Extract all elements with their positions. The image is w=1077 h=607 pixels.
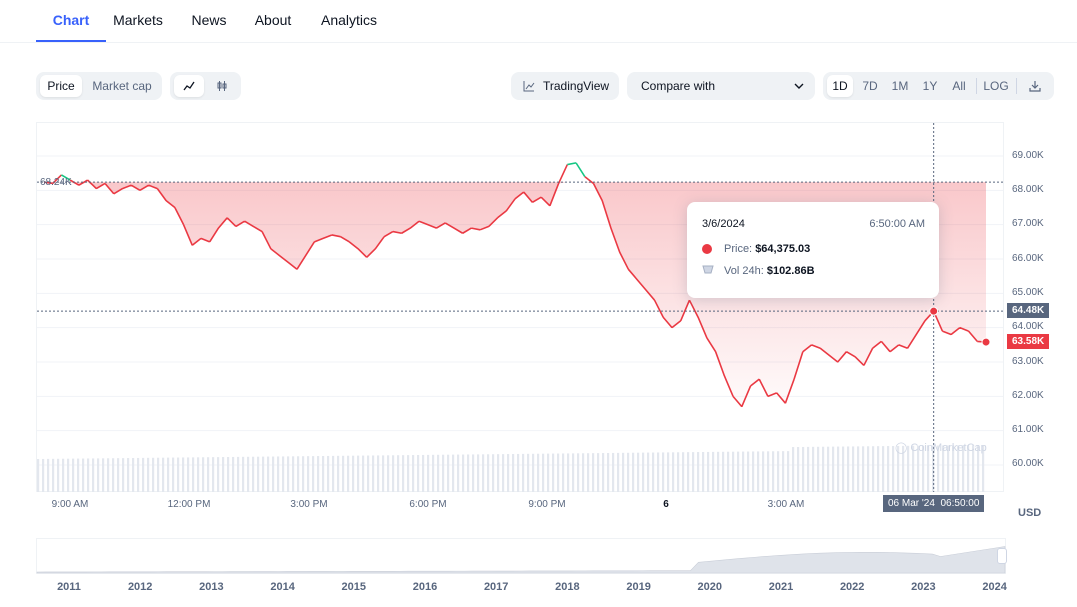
log-button[interactable]: LOG — [983, 79, 1009, 93]
volume-icon — [702, 265, 714, 274]
hover-date-tag: 06 Mar '24 06:50:00 — [883, 495, 985, 512]
price-chart[interactable] — [36, 122, 1004, 492]
tab-chart[interactable]: Chart — [36, 12, 106, 42]
x-tick: 3:00 PM — [290, 499, 328, 510]
range-toggle: 1D 7D 1M 1Y All LOG — [823, 72, 1054, 100]
price-tooltip: 3/6/2024 6:50:00 AM Price: $64,375.03 Vo… — [687, 202, 939, 298]
hover-price-tag: 64.48K — [1007, 303, 1050, 318]
divider — [976, 78, 977, 94]
range-1m[interactable]: 1M — [891, 79, 909, 93]
overview-navigator[interactable] — [36, 538, 1006, 574]
chevron-down-icon — [794, 83, 804, 89]
line-chart-button[interactable] — [174, 75, 204, 97]
tab-news[interactable]: News — [191, 12, 227, 28]
tradingview-label: TradingView — [543, 79, 610, 93]
x-tick: 6 — [663, 499, 669, 510]
download-icon — [1029, 81, 1041, 92]
y-tick: 60.00K — [1012, 458, 1044, 469]
year-label: 2011 — [57, 581, 81, 593]
tab-bar: Chart Markets News About Analytics — [0, 0, 1077, 43]
year-label: 2023 — [911, 581, 936, 593]
year-label: 2015 — [341, 581, 367, 593]
compare-label: Compare with — [641, 79, 716, 93]
year-label: 2016 — [412, 581, 438, 593]
tab-analytics[interactable]: Analytics — [320, 12, 378, 28]
year-label: 2021 — [768, 581, 794, 593]
range-all[interactable]: All — [952, 79, 966, 93]
range-1y[interactable]: 1Y — [922, 79, 938, 93]
x-tick: 9:00 AM — [51, 499, 89, 510]
year-label: 2013 — [199, 581, 224, 593]
tooltip-date: 3/6/2024 — [702, 218, 745, 230]
tooltip-price: Price: $64,375.03 — [724, 243, 811, 255]
year-label: 2017 — [483, 581, 509, 593]
year-label: 2022 — [839, 581, 865, 593]
y-tick: 61.00K — [1012, 424, 1044, 435]
y-tick: 68.00K — [1012, 184, 1044, 195]
y-tick: 69.00K — [1012, 150, 1044, 161]
open-price-label: 68.24K — [40, 177, 72, 188]
tooltip-time: 6:50:00 AM — [869, 218, 925, 230]
tooltip-volume: Vol 24h: $102.86B — [724, 265, 815, 277]
currency-label: USD — [1018, 507, 1042, 519]
y-tick: 63.00K — [1012, 356, 1044, 367]
candle-chart-button[interactable] — [207, 75, 237, 97]
year-label: 2014 — [270, 581, 295, 593]
tab-markets[interactable]: Markets — [113, 12, 163, 28]
tradingview-button[interactable]: TradingView — [511, 72, 619, 100]
download-button[interactable] — [1021, 75, 1049, 97]
compare-with-select[interactable]: Compare with — [627, 72, 815, 100]
x-tick: 3:00 AM — [767, 499, 805, 510]
y-tick: 64.00K — [1012, 321, 1044, 332]
candlestick-icon — [217, 81, 227, 91]
price-dot-icon — [702, 244, 712, 254]
y-tick: 65.00K — [1012, 287, 1044, 298]
chart-line-icon — [523, 81, 535, 92]
line-chart-icon — [183, 81, 195, 91]
x-tick: 6:00 PM — [409, 499, 447, 510]
year-label: 2020 — [697, 581, 723, 593]
x-tick: 12:00 PM — [167, 499, 211, 510]
y-tick: 67.00K — [1012, 218, 1044, 229]
year-label: 2018 — [555, 581, 580, 593]
y-tick: 66.00K — [1012, 253, 1044, 264]
metric-toggle: Price Market cap — [36, 72, 162, 100]
year-label: 2019 — [626, 581, 651, 593]
x-tick: 9:00 PM — [528, 499, 566, 510]
last-price-tag: 63.58K — [1007, 334, 1050, 349]
range-7d[interactable]: 7D — [862, 79, 878, 93]
tab-about[interactable]: About — [254, 12, 292, 28]
market-cap-button[interactable]: Market cap — [92, 79, 152, 93]
range-1d[interactable]: 1D — [827, 75, 853, 97]
divider — [1016, 78, 1017, 94]
year-label: 2012 — [127, 581, 153, 593]
year-label: 2024 — [982, 581, 1007, 593]
price-button[interactable]: Price — [40, 75, 82, 97]
chart-type-toggle — [170, 72, 241, 100]
navigator-handle[interactable] — [997, 548, 1007, 564]
y-tick: 62.00K — [1012, 390, 1044, 401]
